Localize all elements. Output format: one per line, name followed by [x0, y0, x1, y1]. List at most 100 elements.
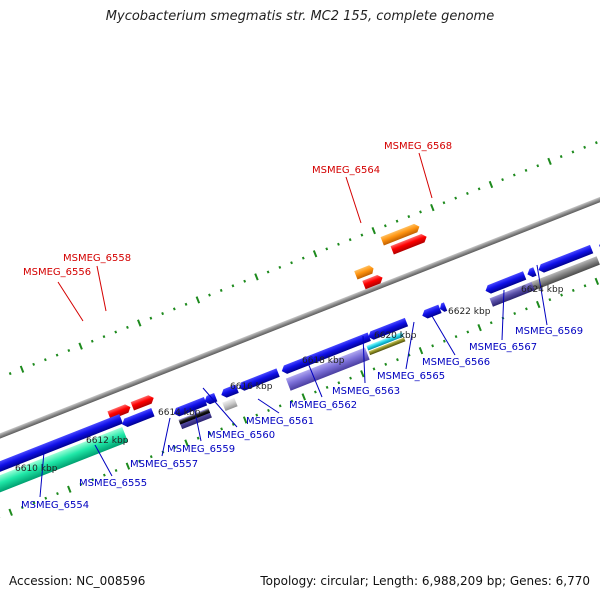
ruler-label: 6622 kbp: [448, 307, 491, 317]
ruler-dot: [348, 238, 352, 242]
lower-ruler-dots: [0, 277, 600, 519]
ruler-label: 6618 kbp: [302, 356, 345, 366]
gene-msmeg-6557-black-band: [178, 409, 211, 425]
ruler-dot: [90, 339, 94, 343]
ruler-dot: [254, 273, 259, 281]
gene-msmeg-6565-small-arrow: [439, 302, 448, 312]
gene-label-msmeg-6563: MSMEG_6563: [332, 386, 400, 397]
ruler-dot: [477, 323, 482, 332]
ruler-dot: [594, 277, 600, 286]
gene-msmeg-6564-red-arrow: [362, 274, 383, 290]
gene-msmeg-6563-cyan-block: [366, 331, 404, 351]
gene-label-msmeg-6568: MSMEG_6568: [384, 141, 452, 152]
ruler-dot: [44, 496, 48, 500]
ruler-dot: [32, 362, 36, 366]
ruler-label: 6620 kbp: [374, 331, 417, 341]
ruler-dot: [278, 265, 282, 269]
ruler-dot: [466, 191, 469, 196]
ruler-dot: [524, 168, 528, 172]
ruler-dot: [513, 311, 517, 316]
ruler-dot: [290, 399, 294, 403]
ruler-dot: [325, 247, 329, 251]
ruler-dot: [255, 413, 259, 417]
ruler-dot: [220, 427, 223, 431]
gene-msmeg-6568-arrow: [380, 223, 420, 246]
ruler-dot: [360, 233, 364, 237]
ruler-dot: [301, 393, 306, 401]
gene-label-msmeg-6567: MSMEG_6567: [469, 342, 537, 353]
ruler-dot: [208, 432, 212, 436]
ruler-dot: [442, 339, 446, 343]
leader-msmeg-6563: [362, 335, 366, 384]
ruler-dot: [243, 279, 247, 283]
ruler-dot: [454, 335, 458, 339]
upper-ruler-dots: [8, 141, 598, 376]
ruler-dot: [78, 342, 83, 350]
gene-msmeg-6560-arrow: [221, 384, 239, 398]
leader-msmeg-6569: [536, 264, 548, 326]
ruler-dot: [149, 455, 153, 459]
gene-msmeg-6555-arrow: [122, 408, 155, 428]
ruler-dot: [114, 330, 118, 334]
ruler-dot: [312, 250, 318, 258]
ruler-dot: [384, 362, 388, 366]
ruler-dot: [559, 155, 563, 159]
ruler-dot: [290, 261, 293, 265]
ruler-dot: [219, 288, 223, 292]
gene-msmeg-6562-arrow: [281, 332, 371, 374]
ruler-dot: [419, 210, 422, 214]
gene-msmeg-6561-arrow: [238, 368, 280, 391]
ruler-dot: [161, 312, 164, 316]
leader-msmeg-6556: [57, 281, 84, 322]
ruler-dot: [571, 150, 575, 154]
ruler-dot: [114, 468, 118, 473]
ruler-dot: [67, 485, 72, 493]
gene-label-msmeg-6562: MSMEG_6562: [289, 400, 357, 411]
leader-msmeg-6567: [501, 289, 505, 341]
ruler-dot: [184, 439, 189, 447]
gene-label-msmeg-6555: MSMEG_6555: [79, 478, 147, 489]
leader-msmeg-6564: [345, 176, 362, 224]
ruler-dot: [242, 416, 248, 424]
topology-text: Topology: circular; Length: 6,988,209 bp…: [260, 574, 590, 588]
ruler-label: 6612 kbp: [86, 436, 129, 446]
ruler-dot: [137, 319, 142, 327]
gene-msmeg-6569-gray-block: [531, 256, 600, 291]
ruler-dot: [594, 141, 598, 145]
gene-label-msmeg-6564: MSMEG_6564: [312, 165, 380, 176]
gene-label-msmeg-6554: MSMEG_6554: [21, 500, 89, 511]
gene-msmeg-6566-arrow: [485, 271, 527, 294]
ruler-dot: [349, 376, 352, 380]
gene-label-msmeg-6566: MSMEG_6566: [422, 357, 490, 368]
ruler-dot: [407, 215, 411, 219]
leader-msmeg-6562: [307, 362, 323, 398]
ruler-dot: [19, 365, 25, 373]
ruler-dot: [337, 242, 340, 246]
gene-label-msmeg-6561: MSMEG_6561: [246, 416, 314, 427]
ruler-dot: [454, 196, 458, 200]
leader-msmeg-6554: [39, 451, 45, 498]
ruler-dot: [172, 307, 176, 311]
ruler-dot: [79, 482, 83, 486]
gene-msmeg-6558-arrow: [130, 395, 154, 411]
ruler-dot: [442, 201, 446, 205]
gene-msmeg-6567-purple-block: [489, 281, 536, 307]
ruler-label: 6614 kbp: [158, 408, 201, 418]
ruler-dot: [501, 178, 504, 182]
ruler-dot: [466, 330, 470, 334]
gene-msmeg-6559-gray-block: [222, 397, 238, 412]
gene-label-msmeg-6560: MSMEG_6560: [207, 430, 275, 441]
ruler-dot: [536, 300, 541, 309]
ruler-dot: [396, 358, 399, 362]
ruler-dot: [102, 473, 106, 477]
gene-label-msmeg-6557: MSMEG_6557: [130, 459, 198, 470]
leader-msmeg-6559: [193, 406, 202, 442]
ruler-dot: [138, 459, 141, 463]
gene-msmeg-6562-purple-block: [285, 347, 370, 391]
ruler-dot: [43, 358, 47, 362]
ruler-dot: [231, 284, 235, 288]
ruler-dot: [488, 180, 494, 189]
ruler-dot: [512, 173, 516, 177]
genome-backbone: [0, 93, 600, 538]
gene-msmeg-6565-arrow: [422, 304, 442, 319]
